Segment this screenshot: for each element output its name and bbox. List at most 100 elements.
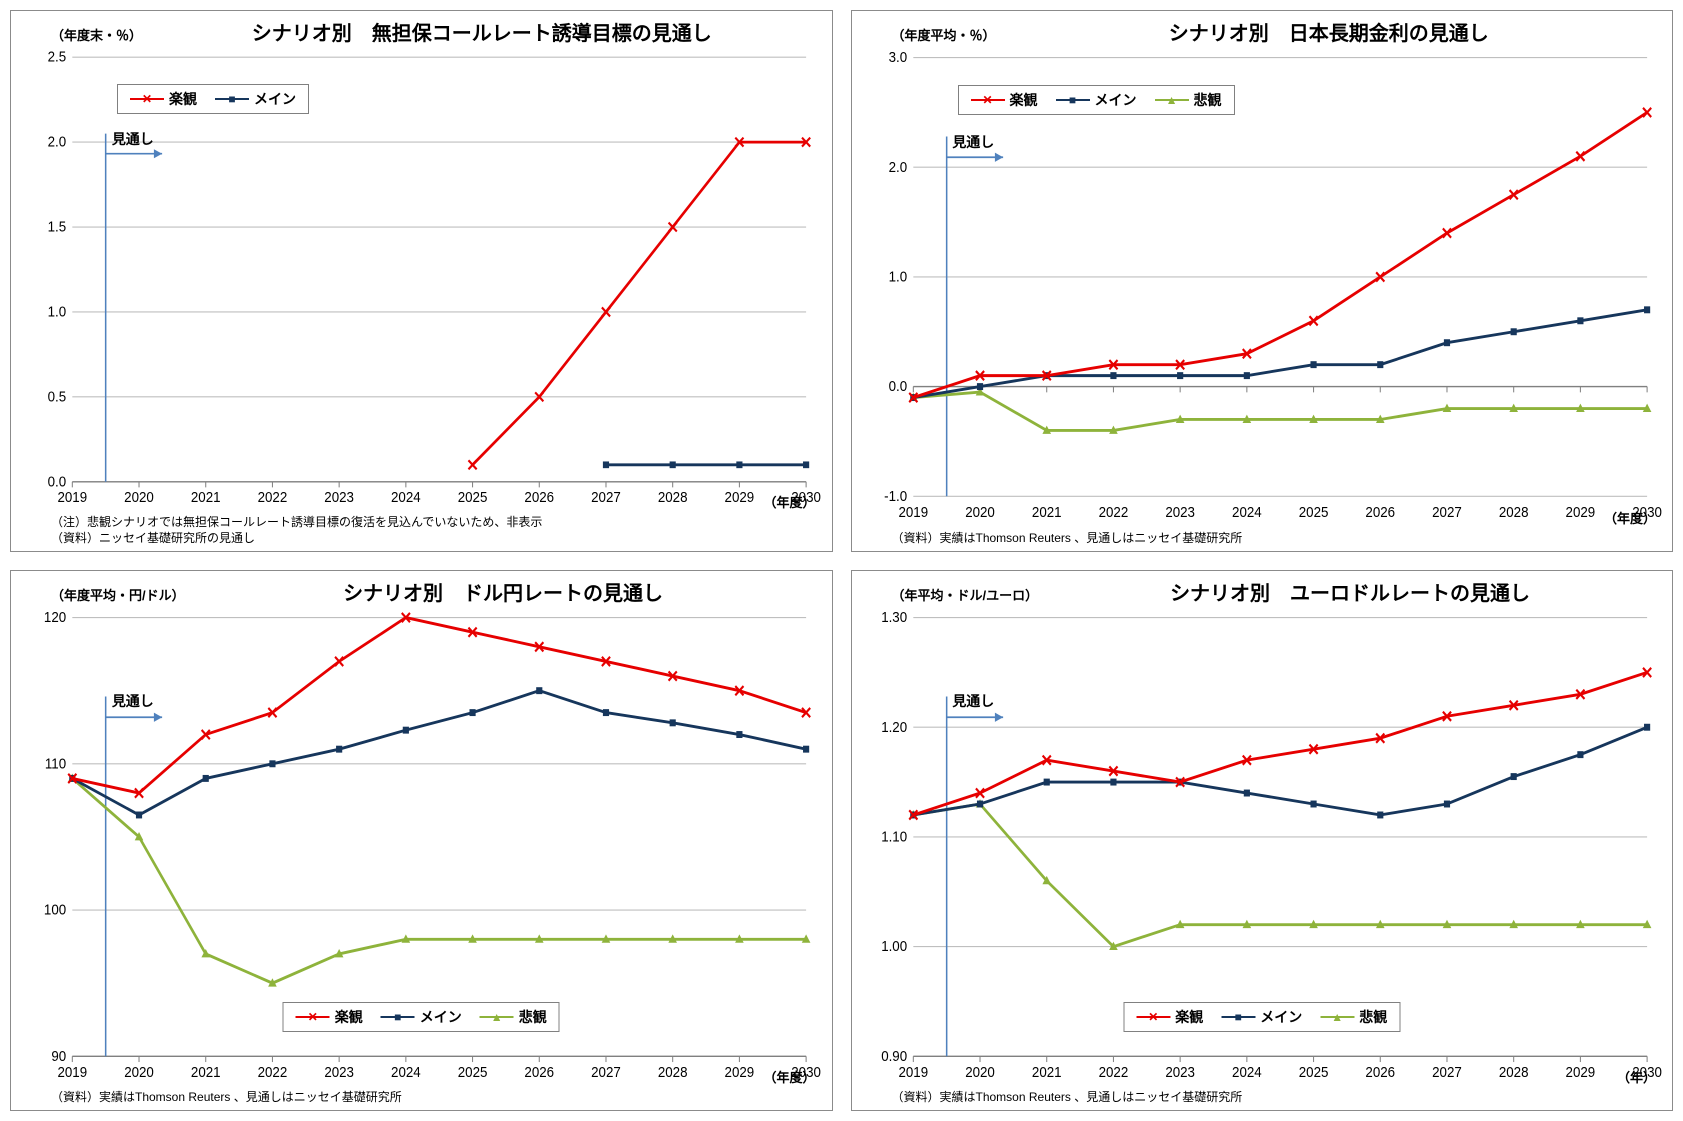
marker-main [736,461,742,468]
x-tick-label: 2023 [1165,504,1195,521]
marker-main [1377,811,1383,818]
forecast-label: 見通し [112,691,154,711]
legend-swatch-main: ■ [1221,1016,1255,1018]
y-tick-label: 2.0 [48,133,67,150]
legend-swatch-pessimistic: ▲ [1155,99,1189,101]
x-tick-label: 2019 [57,488,87,505]
x-tick-label: 2027 [591,488,621,505]
legend-label-optimistic: 楽観 [169,89,197,109]
marker-main [1243,372,1249,379]
footer-notes: （資料）実績はThomson Reuters 、見通しはニッセイ基礎研究所 [862,531,1663,547]
x-tick-label: 2024 [391,1064,421,1081]
x-tick-label: 2021 [191,1064,221,1081]
series-line-optimistic [913,672,1647,815]
y-axis-label: （年度末・％） [51,25,142,44]
x-tick-label: 2019 [898,1064,928,1081]
y-tick-label: 1.10 [881,828,907,845]
footnote: （資料）実績はThomson Reuters 、見通しはニッセイ基礎研究所 [892,531,1663,547]
marker-optimistic [1442,228,1450,237]
x-tick-label: 2025 [458,1064,488,1081]
marker-main [1043,778,1049,785]
series-line-pessimistic [72,778,806,983]
x-tick-label: 2023 [1165,1064,1195,1081]
footer-notes: （資料）実績はThomson Reuters 、見通しはニッセイ基礎研究所 [862,1090,1663,1106]
series-line-main [72,690,806,814]
legend-item-optimistic: ✕ 楽観 [130,89,197,109]
y-tick-label: 1.20 [881,719,907,736]
x-tick-label: 2022 [258,1064,288,1081]
chart-header: （年度平均・％）シナリオ別 日本長期金利の見通し [862,17,1663,46]
x-tick-label: 2021 [191,488,221,505]
x-tick-label: 2020 [965,1064,995,1081]
x-tick-label: 2022 [258,488,288,505]
marker-main [670,461,676,468]
legend-item-main: ■ メイン [1056,90,1137,110]
forecast-label: 見通し [112,129,154,149]
x-tick-label: 2020 [965,504,995,521]
chart-title: シナリオ別 ユーロドルレートの見通し [1038,577,1662,606]
marker-main [536,687,542,694]
legend-label-main: メイン [420,1007,462,1027]
x-tick-label: 2028 [1498,1064,1528,1081]
legend-swatch-main: ■ [381,1016,415,1018]
x-tick-label: 2024 [1232,504,1262,521]
footnote: （資料）実績はThomson Reuters 、見通しはニッセイ基礎研究所 [51,1090,822,1106]
marker-main [336,745,342,752]
series-line-optimistic [473,142,807,465]
x-axis-label: （年度） [763,1067,815,1086]
marker-main [1177,372,1183,379]
marker-main [803,461,809,468]
marker-main [1443,339,1449,346]
y-tick-label: 0.90 [881,1048,907,1065]
marker-main [803,745,809,752]
legend-item-main: ■メイン [1221,1007,1302,1027]
series-line-optimistic [913,112,1647,397]
y-tick-label: 0.5 [48,388,67,405]
marker-main [403,726,409,733]
legend-swatch-main: ■ [1056,99,1090,101]
forecast-label: 見通し [952,691,994,711]
legend-item-optimistic: ✕楽観 [296,1007,363,1027]
x-tick-label: 2024 [1232,1064,1262,1081]
x-tick-label: 2019 [57,1064,87,1081]
marker-main [1510,328,1516,335]
marker-main [1110,778,1116,785]
legend-label-main: メイン [254,89,296,109]
x-tick-label: 2025 [1298,1064,1328,1081]
x-tick-label: 2024 [391,488,421,505]
legend-swatch-optimistic: ✕ [1136,1016,1170,1018]
x-axis-label: （年度） [763,492,815,511]
marker-optimistic [1509,190,1517,199]
y-tick-label: 2.5 [48,48,67,65]
legend-swatch-optimistic: ✕ [130,98,164,100]
footnote: （資料）ニッセイ基礎研究所の見通し [51,531,822,547]
plot-area: -1.00.01.02.03.0201920202021202220232024… [862,46,1663,531]
legend-label-pessimistic: 悲観 [1359,1007,1387,1027]
footer-notes: （資料）実績はThomson Reuters 、見通しはニッセイ基礎研究所 [21,1090,822,1106]
legend-item-pessimistic: ▲悲観 [480,1007,547,1027]
legend-label-main: メイン [1095,90,1137,110]
x-tick-label: 2029 [1565,1064,1595,1081]
x-tick-label: 2028 [658,488,688,505]
y-tick-label: -1.0 [884,488,907,505]
x-tick-label: 2023 [324,1064,354,1081]
marker-main [1644,306,1650,313]
y-tick-label: 2.0 [888,159,907,176]
y-tick-label: 3.0 [888,49,907,66]
marker-main [603,461,609,468]
x-tick-label: 2019 [898,504,928,521]
legend-swatch-optimistic: ✕ [971,99,1005,101]
x-tick-label: 2029 [725,1064,755,1081]
marker-main [203,774,209,781]
x-tick-label: 2021 [1031,504,1061,521]
marker-main [670,719,676,726]
marker-main [1110,372,1116,379]
y-tick-label: 0.0 [48,473,67,490]
marker-main [976,800,982,807]
legend: ✕楽観■メイン▲悲観 [1123,1002,1400,1032]
series-line-pessimistic [913,392,1647,430]
x-tick-label: 2022 [1098,1064,1128,1081]
y-axis-label: （年度平均・％） [892,25,996,44]
footnote: （資料）実績はThomson Reuters 、見通しはニッセイ基礎研究所 [892,1090,1663,1106]
y-tick-label: 1.00 [881,938,907,955]
